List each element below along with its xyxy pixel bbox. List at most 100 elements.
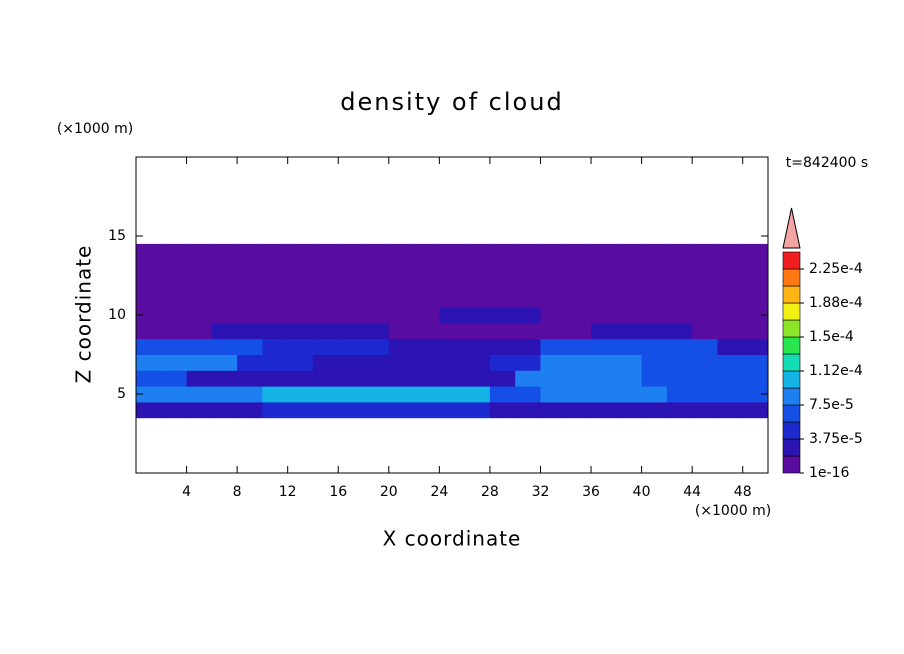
colorbar-box [782,336,801,355]
contour-cell [136,370,162,387]
contour-cell [692,401,718,419]
x-tick-label: 12 [279,484,297,500]
contour-cell [211,307,238,324]
contour-cell [237,354,263,371]
contour-cell [136,307,162,324]
x-tick-label: 28 [481,484,499,500]
contour-cell [211,291,238,308]
contour-cell [338,370,365,387]
contour-cell [338,322,365,340]
contour-cell [363,338,390,355]
contour-cell [312,259,339,276]
contour-cell [338,386,365,403]
contour-cell [742,354,769,371]
contour-cell [692,275,718,292]
contour-cell [414,259,440,276]
contour-cell [262,401,289,419]
contour-cell [363,354,390,371]
contour-cell [211,401,238,419]
contour-cell [540,291,567,308]
contour-cell [489,354,516,371]
contour-cell [565,322,592,340]
colorbar-box [782,438,801,457]
contour-cell [161,322,188,340]
x-tick-label: 40 [633,484,651,500]
contour-cell [666,338,693,355]
contour-cell [565,401,592,419]
contour-cell [464,243,491,261]
contour-cell [540,259,567,276]
contour-cell [540,386,567,403]
contour-cell [616,291,643,308]
contour-cell [287,291,314,308]
contour-cell [717,259,744,276]
contour-cell [666,291,693,308]
colorbar-box [782,285,801,304]
contour-cell [616,259,643,276]
contour-cell [742,259,769,276]
contour-cell [287,259,314,276]
contour-cell [489,386,516,403]
contour-cell [211,259,238,276]
contour-cell [742,291,769,308]
contour-cell [515,354,541,371]
contour-cell [717,401,744,419]
contour-cell [742,370,769,387]
contour-cell [262,338,289,355]
contour-cell [641,291,668,308]
contour-cell [489,401,516,419]
contour-cell [666,354,693,371]
contour-cell [591,370,617,387]
contour-cell [363,401,390,419]
colorbar-box [782,251,801,270]
contour-cell [287,370,314,387]
contour-cell [414,322,440,340]
contour-cell [262,307,289,324]
contour-cell [565,275,592,292]
contour-cell [161,370,188,387]
contour-cell [616,386,643,403]
x-tick-label: 48 [734,484,752,500]
colorbar-box [782,421,801,440]
contour-cell [439,338,466,355]
colorbar-tick-label: 1.12e-4 [809,363,863,379]
contour-cell [742,243,769,261]
x-tick-label: 32 [532,484,550,500]
contour-cell [237,386,263,403]
contour-cell [717,338,744,355]
contour-cell [186,386,213,403]
contour-cell [464,307,491,324]
contour-cell [388,307,415,324]
contour-cell [211,322,238,340]
contour-cell [464,259,491,276]
contour-cell [666,259,693,276]
contour-cell [641,243,668,261]
contour-cell [692,243,718,261]
contour-cell [439,291,466,308]
contour-cell [439,401,466,419]
contour-cell [591,307,617,324]
contour-cell [414,354,440,371]
contour-cell [363,322,390,340]
contour-cell [211,354,238,371]
contour-cell [338,259,365,276]
contour-cell [186,307,213,324]
contour-cell [439,259,466,276]
y-unit: (×1000 m) [57,121,133,137]
contour-cell [717,275,744,292]
contour-cell [161,386,188,403]
contour-cell [211,386,238,403]
contour-cell [515,243,541,261]
contour-cell [186,338,213,355]
contour-cell [363,386,390,403]
contour-cell [464,401,491,419]
contour-cell [489,291,516,308]
contour-cell [489,275,516,292]
contour-cell [641,275,668,292]
contour-cell [439,243,466,261]
contour-cell [186,322,213,340]
y-tick-label: 5 [117,386,126,402]
x-tick-label: 8 [233,484,242,500]
contour-cell [388,401,415,419]
